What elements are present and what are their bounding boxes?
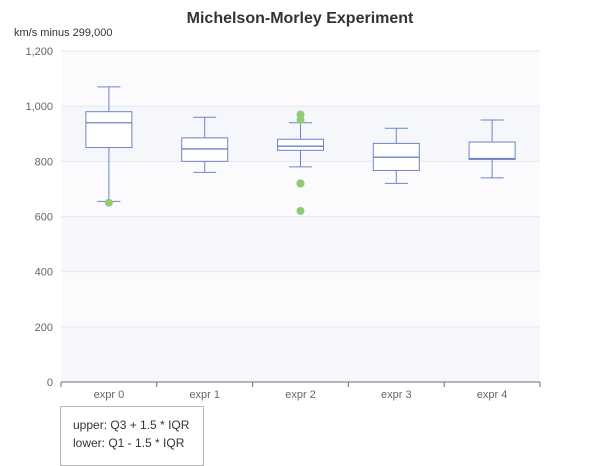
- iqr-box: [181, 137, 229, 162]
- iqr-box: [85, 111, 133, 149]
- y-axis-label: km/s minus 299,000: [14, 27, 113, 39]
- y-axis-ticks: 0 200 400 600 800 1,000 1,200: [25, 46, 53, 389]
- chart-title: Michelson-Morley Experiment: [186, 10, 414, 27]
- y-tick-label: 600: [35, 212, 53, 224]
- box-expr-2: [277, 122, 324, 168]
- box-expr-3: [372, 127, 420, 184]
- x-tick-label: expr 1: [189, 389, 220, 401]
- band: [61, 216, 540, 272]
- y-tick-label: 1,000: [25, 101, 53, 113]
- boxes: [85, 86, 516, 202]
- x-tick-label: expr 3: [381, 389, 412, 401]
- y-tick-label: 800: [35, 156, 53, 168]
- x-tick-label: expr 0: [94, 389, 125, 401]
- y-tick-label: 0: [47, 377, 53, 389]
- x-tick-label: expr 2: [285, 389, 316, 401]
- box-expr-4: [468, 119, 516, 179]
- outlier-point: [296, 115, 305, 124]
- x-axis: expr 0 expr 1 expr 2 expr 3 expr 4: [60, 381, 541, 401]
- band: [61, 271, 540, 327]
- band: [61, 51, 540, 107]
- y-tick-label: 1,200: [25, 46, 53, 58]
- iqr-box: [468, 141, 516, 160]
- y-tick-label: 400: [35, 267, 53, 279]
- outlier-point: [296, 206, 305, 215]
- note-upper: upper: Q3 + 1.5 * IQR: [73, 418, 190, 432]
- outlier-point: [296, 110, 305, 119]
- band: [61, 326, 540, 382]
- note-lower: lower: Q1 - 1.5 * IQR: [73, 436, 185, 450]
- iqr-note-box: upper: Q3 + 1.5 * IQR lower: Q1 - 1.5 * …: [60, 406, 204, 466]
- outlier-point: [296, 179, 305, 188]
- x-tick-label: expr 4: [477, 389, 508, 401]
- y-tick-label: 200: [35, 322, 53, 334]
- outliers: [104, 110, 305, 215]
- box-expr-1: [181, 116, 229, 173]
- iqr-box: [277, 138, 324, 151]
- outlier-point: [104, 198, 113, 207]
